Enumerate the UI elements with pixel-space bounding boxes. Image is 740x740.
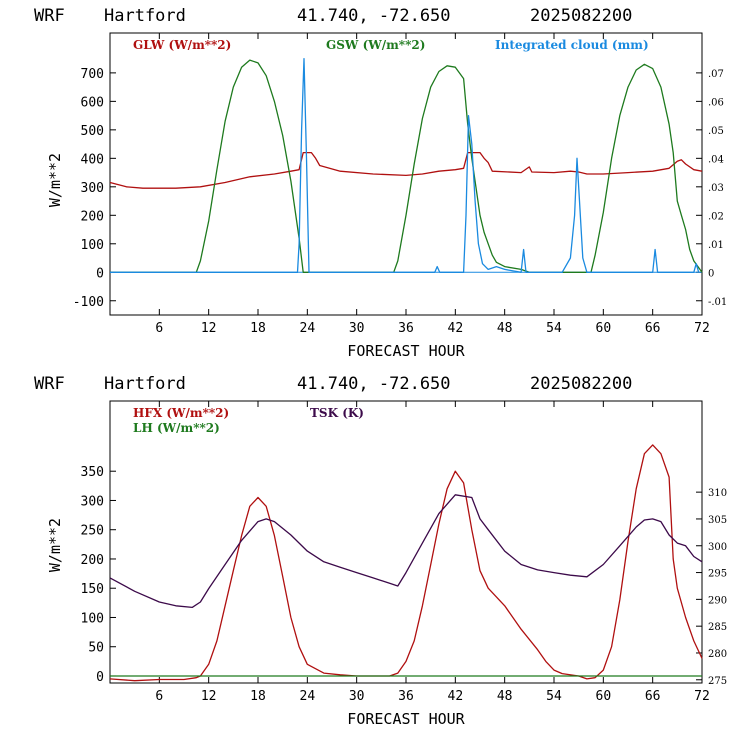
p2-y-tick-label: 0 — [96, 670, 104, 685]
legend-hfx: HFX (W/m**2) — [133, 406, 229, 420]
p1-y-tick-label: 600 — [81, 95, 104, 110]
p1-x-tick-label: 24 — [300, 321, 316, 336]
p2-y-tick-label: 250 — [81, 524, 104, 539]
p2-x-tick-label: 66 — [645, 689, 661, 704]
p1-y-tick-label: 0 — [96, 266, 104, 281]
legend-glw: GLW (W/m**2) — [133, 38, 231, 52]
p1-y-tick-label: 400 — [81, 152, 104, 167]
p1-y-tick-label: 700 — [81, 67, 104, 82]
panel2-axes: 6 12 18 24 30 36 42 48 54 60 66 72 0 50 100 150 200 250 30… — [81, 401, 727, 704]
p2-y-tick-label: 300 — [81, 494, 104, 509]
p2-y2-tick-label: 280 — [708, 649, 727, 660]
panel1-legend: GLW (W/m**2) GSW (W/m**2) Integrated clo… — [133, 38, 649, 52]
panel2-series — [109, 444, 703, 682]
p2-y-tick-label: 100 — [81, 611, 104, 626]
p2-series-tsk — [109, 494, 703, 609]
panel1-coords: 41.740, -72.650 — [297, 6, 451, 26]
p2-x-tick-label: 12 — [201, 689, 217, 704]
p1-x-tick-label: 60 — [596, 321, 612, 336]
p2-y2-tick-label: 290 — [708, 595, 727, 606]
panel1-header: WRF Hartford 41.740, -72.650 2025082200 — [34, 6, 632, 26]
p2-x-tick-label: 48 — [497, 689, 513, 704]
p2-series-hfx — [109, 444, 703, 682]
p1-x-tick-label: 48 — [497, 321, 513, 336]
p2-x-tick-label: 36 — [398, 689, 414, 704]
legend-lh: LH (W/m**2) — [133, 421, 220, 435]
p2-y-tick-label: 350 — [81, 465, 104, 480]
p1-y2-tick-label: .01 — [708, 240, 724, 251]
p2-y2-tick-label: 300 — [708, 542, 727, 553]
panel1-model: WRF — [34, 6, 65, 26]
p2-y2-tick-label: 295 — [708, 569, 727, 580]
p2-x-tick-label: 72 — [694, 689, 710, 704]
p2-x-tick-label: 24 — [300, 689, 316, 704]
panel2-xlabel: FORECAST HOUR — [347, 710, 465, 728]
p1-x-tick-label: 72 — [694, 321, 710, 336]
legend-tsk: TSK (K) — [310, 406, 364, 420]
p2-x-tick-label: 18 — [250, 689, 266, 704]
p1-y-tick-label: 500 — [81, 124, 104, 139]
panel1-ylabel: W/m**2 — [46, 153, 64, 207]
p1-x-tick-label: 30 — [349, 321, 365, 336]
p1-x-tick-label: 66 — [645, 321, 661, 336]
legend-gsw: GSW (W/m**2) — [326, 38, 425, 52]
p2-y2-tick-label: 310 — [708, 488, 727, 499]
panel2-header: WRF Hartford 41.740, -72.650 2025082200 — [34, 374, 632, 394]
p1-y-tick-label: 200 — [81, 209, 104, 224]
p1-x-tick-label: 54 — [546, 321, 562, 336]
panel1-run: 2025082200 — [530, 6, 632, 26]
p1-x-tick-label: 12 — [201, 321, 217, 336]
p1-x-tick-label: 18 — [250, 321, 266, 336]
p2-y2-tick-label: 285 — [708, 622, 727, 633]
p1-series-glw — [109, 151, 703, 189]
p2-y-tick-label: 50 — [88, 641, 104, 656]
p1-y2-tick-label: -.01 — [708, 297, 727, 308]
p1-y-tick-label: 100 — [81, 238, 104, 253]
p2-y2-tick-label: 275 — [708, 676, 727, 687]
p1-y2-tick-label: 0 — [708, 268, 714, 279]
p2-x-tick-label: 6 — [155, 689, 163, 704]
p1-y-tick-label: -100 — [73, 295, 104, 310]
p2-x-tick-label: 42 — [448, 689, 464, 704]
p1-y2-tick-label: .04 — [708, 154, 724, 165]
p2-y2-tick-label: 305 — [708, 515, 727, 526]
legend-cloud: Integrated cloud (mm) — [495, 38, 649, 52]
p1-x-tick-label: 42 — [448, 321, 464, 336]
p1-series-gsw — [110, 59, 703, 273]
p2-y-tick-label: 200 — [81, 553, 104, 568]
p1-y2-tick-label: .02 — [708, 211, 724, 222]
panel2-legend: HFX (W/m**2) LH (W/m**2) TSK (K) — [133, 406, 364, 435]
panel2-model: WRF — [34, 374, 65, 394]
panel1-axes: 6 12 18 24 30 36 42 48 54 60 66 72 -100 0 100 200 300 400… — [73, 33, 727, 336]
panel1-series — [109, 57, 703, 273]
p1-series-integrated — [110, 57, 700, 273]
p1-x-tick-label: 36 — [398, 321, 414, 336]
p1-y2-tick-label: .05 — [708, 126, 724, 137]
panel2-coords: 41.740, -72.650 — [297, 374, 451, 394]
p1-y2-tick-label: .07 — [708, 69, 724, 80]
p2-y-tick-label: 150 — [81, 582, 104, 597]
panel2-site: Hartford — [104, 374, 186, 394]
p1-y2-tick-label: .06 — [708, 97, 724, 108]
panel2-run: 2025082200 — [530, 374, 632, 394]
p1-y-tick-label: 300 — [81, 181, 104, 196]
panel1-site: Hartford — [104, 6, 186, 26]
panel2-ylabel: W/m**2 — [46, 518, 64, 572]
p2-x-tick-label: 60 — [596, 689, 612, 704]
panel1-xlabel: FORECAST HOUR — [347, 342, 465, 360]
p1-x-tick-label: 6 — [155, 321, 163, 336]
p2-x-tick-label: 30 — [349, 689, 365, 704]
p1-y2-tick-label: .03 — [708, 183, 724, 194]
p2-x-tick-label: 54 — [546, 689, 562, 704]
